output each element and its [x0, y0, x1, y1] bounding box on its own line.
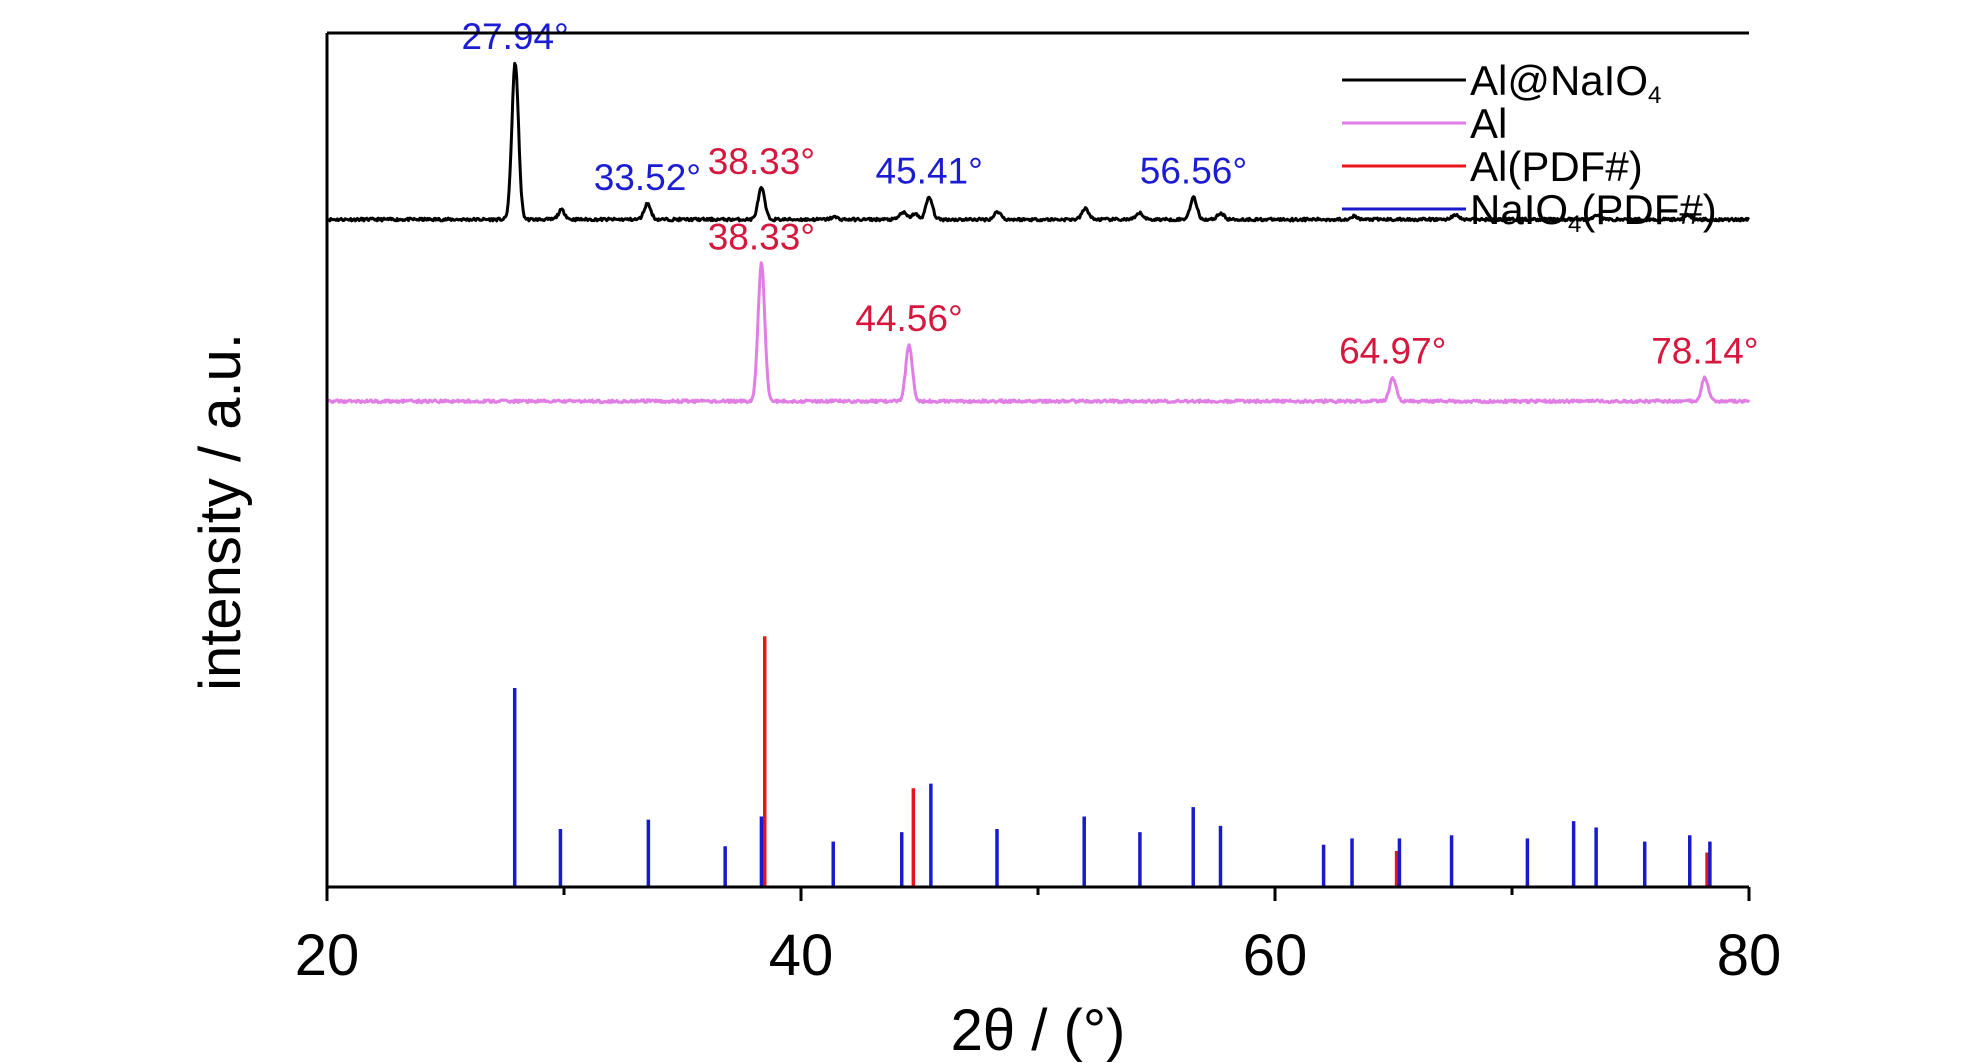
peak-label: 38.33°	[708, 141, 815, 182]
peak-label: 33.52°	[594, 157, 701, 198]
peak-label: 45.41°	[876, 151, 983, 192]
peak-annotations: 27.94° 33.52° 38.33° 45.41° 56.56° 38.33° 44.5…	[461, 16, 1758, 372]
y-axis-title: intensity / a.u.	[188, 333, 253, 691]
x-axis-title: 2θ / (°)	[951, 998, 1126, 1063]
series-line-al	[326, 261, 1751, 405]
legend-label-al-pdf: Al(PDF#)	[1470, 143, 1643, 190]
x-ticks: 20 40 60 80	[295, 887, 1782, 988]
legend-label-al-naio4: Al@NaIO4	[1470, 57, 1661, 109]
plot-series	[325, 61, 1751, 887]
legend-label-naio4-pdf: NaIO4(PDF#)	[1470, 186, 1717, 238]
peak-label: 64.97°	[1339, 331, 1446, 372]
peak-label: 27.94°	[461, 16, 568, 57]
peak-label: 56.56°	[1140, 151, 1247, 192]
series-line-al-naio4	[325, 61, 1750, 223]
legend-label-al: Al	[1470, 100, 1507, 147]
peak-label: 44.56°	[855, 298, 962, 339]
peak-label: 78.14°	[1651, 331, 1758, 372]
x-tick-label: 20	[295, 923, 360, 988]
x-tick-label: 40	[769, 923, 834, 988]
x-tick-label: 80	[1717, 923, 1782, 988]
x-tick-label: 60	[1243, 923, 1308, 988]
peak-label: 38.33°	[708, 216, 815, 257]
